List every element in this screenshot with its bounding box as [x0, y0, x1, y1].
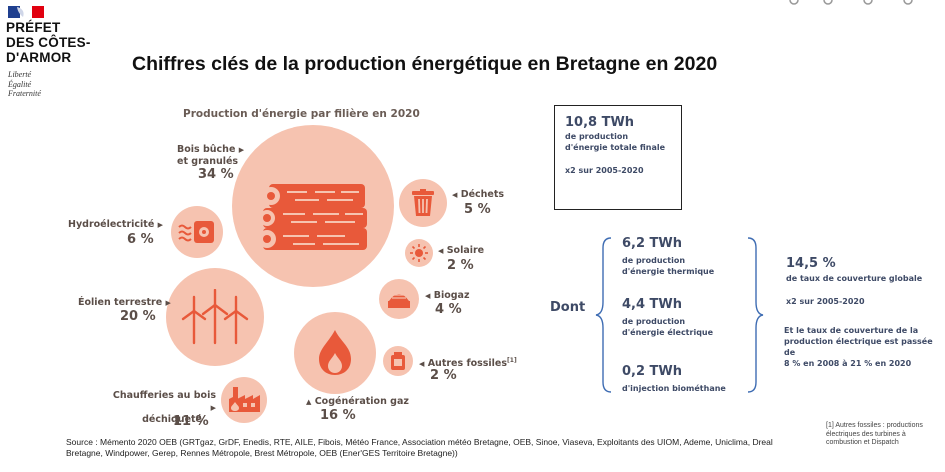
- label-bois-buche: Bois bûche ▶ et granulés: [177, 144, 245, 167]
- dont-item-electrique: 4,4 TWh de production d'énergie électriq…: [622, 297, 714, 337]
- trash-icon: [412, 189, 434, 216]
- label-autres-fossiles: ◀ Autres fossiles[1]: [419, 357, 517, 370]
- fuel-can-icon: [391, 352, 405, 370]
- sun-icon: [410, 244, 428, 262]
- coverage-note: Et le taux de couverture de la productio…: [784, 326, 933, 368]
- label-hydroelectricite: Hydroélectricité ▶: [68, 219, 163, 230]
- value-autres-fossiles: 2 %: [430, 368, 457, 383]
- flame-icon: [319, 330, 351, 375]
- infographic-subtitle: Production d'énergie par filière en 2020: [183, 108, 420, 120]
- label-biogaz: ◀ Biogaz: [425, 290, 470, 301]
- label-dechets: ◀ Déchets: [452, 189, 505, 200]
- wind-turbine-icon: [181, 289, 249, 345]
- value-bois-buche: 34 %: [198, 167, 234, 182]
- total-energy-box: 10,8 TWh de production d'énergie totale …: [554, 105, 682, 210]
- value-eolien: 20 %: [120, 309, 156, 324]
- value-cogeneration: 16 %: [320, 408, 356, 423]
- coverage-label: de taux de couverture globale: [786, 274, 923, 283]
- coverage-growth: x2 sur 2005-2020: [786, 297, 865, 306]
- value-solaire: 2 %: [447, 258, 474, 273]
- logs-icon: [258, 184, 367, 250]
- total-growth: x2 sur 2005-2020: [565, 166, 644, 175]
- value-hydroelectricite: 6 %: [127, 232, 154, 247]
- page-title: Chiffres clés de la production énergétiq…: [132, 53, 718, 75]
- source-text: Source : Mémento 2020 OEB (GRTgaz, GrDF,…: [66, 437, 773, 458]
- dont-item-thermique: 6,2 TWh de production d'énergie thermiqu…: [622, 236, 715, 276]
- value-biogaz: 4 %: [435, 302, 462, 317]
- hydro-icon: [178, 221, 214, 243]
- value-chaufferies: 11 %: [173, 414, 209, 429]
- total-value: 10,8 TWh: [565, 115, 635, 130]
- footnote-text: [1] Autres fossiles : productions électr…: [826, 422, 923, 446]
- factory-icon: [229, 387, 260, 412]
- marianne-logo-icon: [8, 6, 44, 18]
- dont-label: Dont: [550, 300, 586, 315]
- label-solaire: ◀ Solaire: [438, 245, 485, 256]
- coverage-value: 14,5 %: [786, 256, 836, 271]
- republic-motto: Liberté Égalité Fraternité: [8, 70, 41, 98]
- prefecture-logo-text: PRÉFET DES CÔTES- D'ARMOR: [6, 20, 91, 65]
- dont-item-biomethane: 0,2 TWh d'injection biométhane: [622, 364, 726, 393]
- left-brace-icon: [595, 237, 612, 393]
- label-eolien: Éolien terrestre ▶: [78, 297, 171, 308]
- value-dechets: 5 %: [464, 202, 491, 217]
- label-cogeneration: ▲ Cogénération gaz: [306, 396, 409, 407]
- right-brace-icon: [747, 237, 764, 393]
- top-right-decor-icon: [789, 0, 913, 5]
- label-chaufferies: Chaufferies au bois ▶ déchiqueté: [112, 390, 216, 425]
- biogas-icon: [388, 294, 410, 308]
- total-description: de production d'énergie totale finale: [565, 132, 666, 152]
